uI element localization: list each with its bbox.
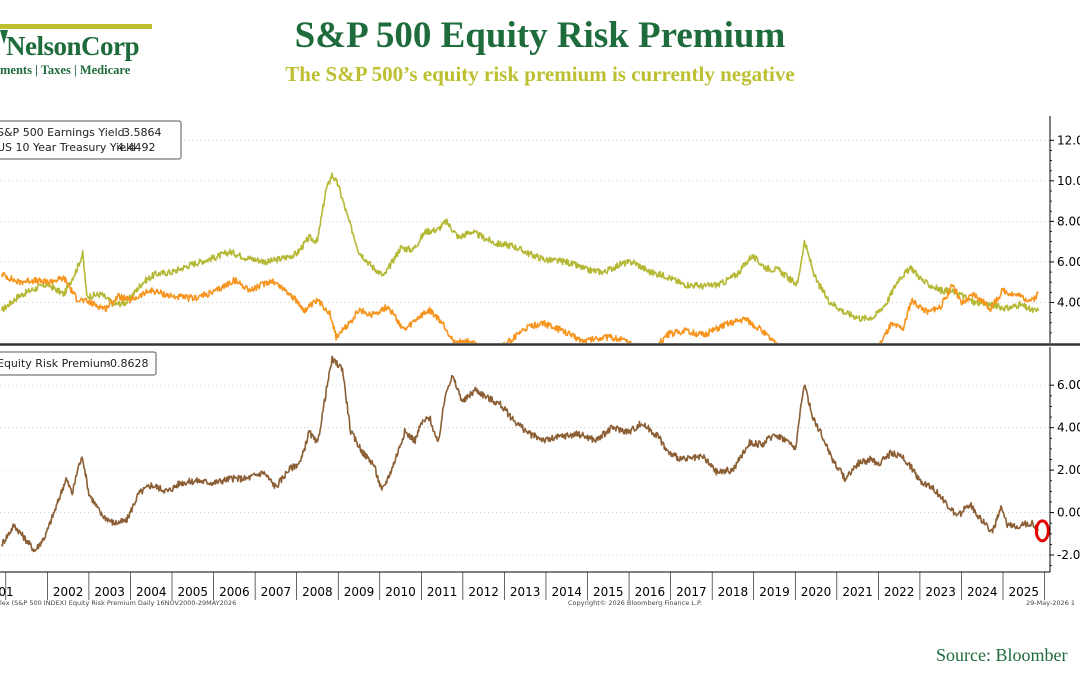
grid-layer <box>0 140 1050 556</box>
x-tick-label: 2024 <box>967 585 998 599</box>
x-tick-label: 2020 <box>801 585 832 599</box>
x-tick-label: 2015 <box>593 585 624 599</box>
logo-name: NelsonCorp <box>6 31 140 61</box>
x-tick-label: 2003 <box>94 585 125 599</box>
x-tick-label: 2010 <box>385 585 416 599</box>
latest-value-highlight <box>1034 519 1050 543</box>
logo-mark-icon <box>0 30 8 60</box>
x-tick-label: 2014 <box>551 585 582 599</box>
y-tick-label: 12.0 <box>1057 133 1080 147</box>
x-tick-label: 2021 <box>842 585 873 599</box>
x-tick-label: 2006 <box>219 585 250 599</box>
legend-label: S&P 500 Earnings Yield <box>0 126 125 139</box>
series-line-treasury-yield <box>0 272 1039 343</box>
x-tick-label: 2025 <box>1009 585 1040 599</box>
x-tick-label: 2008 <box>302 585 333 599</box>
series-layer <box>0 172 1050 553</box>
x-tick-label: 2022 <box>884 585 915 599</box>
series-line-risk-premium <box>0 355 1040 553</box>
legend-label: US 10 Year Treasury Yield <box>0 141 136 154</box>
x-tick-label: 01 <box>0 585 14 599</box>
x-tick-label: 2007 <box>261 585 292 599</box>
chart-subtitle: The S&P 500’s equity risk premium is cur… <box>285 62 795 86</box>
x-tick-label: 2002 <box>53 585 84 599</box>
y-tick-label: 4.00 <box>1057 295 1080 309</box>
x-tick-label: 2009 <box>344 585 375 599</box>
y-tick-label: 0.00 <box>1057 506 1080 520</box>
x-tick-label: 2004 <box>136 585 167 599</box>
x-tick-label: 2016 <box>635 585 666 599</box>
x-tick-label: 2018 <box>718 585 749 599</box>
x-tick-label: 2011 <box>427 585 458 599</box>
chart-title: S&P 500 Equity Risk Premium <box>294 15 786 56</box>
footer-date: 29-May-2026 1 <box>1026 599 1075 607</box>
legend-value: 3.5864 <box>123 126 162 139</box>
footer-left: lex (S&P 500 INDEX) Equity Risk Premium … <box>0 599 236 607</box>
y-tick-label: 4.00 <box>1057 421 1080 435</box>
legend-value: 4.4492 <box>117 141 156 154</box>
y-tick-label: 6.00 <box>1057 378 1080 392</box>
y-tick-label: 10.0 <box>1057 174 1080 188</box>
y-tick-label: 2.00 <box>1057 463 1080 477</box>
y-tick-label: -2.00 <box>1057 548 1080 562</box>
footer-copyright: Copyright© 2026 Bloomberg Finance L.P. <box>568 599 702 607</box>
x-tick-label: 2012 <box>468 585 499 599</box>
legend-label: Equity Risk Premium <box>0 357 111 370</box>
x-tick-label: 2019 <box>759 585 790 599</box>
y-tick-label: 8.00 <box>1057 214 1080 228</box>
logo-bar <box>0 24 152 29</box>
axis-layer: 12.0 10.0 8.00 6.00 4.00 6.00 4.00 2.00 0.00 -2.0… <box>0 116 1080 600</box>
x-tick-label: 2023 <box>925 585 956 599</box>
source-note: Source: Bloomber <box>936 645 1068 665</box>
legend-box <box>0 351 157 376</box>
footer-layer: lex (S&P 500 INDEX) Equity Risk Premium … <box>0 599 1075 607</box>
legend-value: -0.8628 <box>106 357 148 370</box>
x-tick-label: 2005 <box>178 585 209 599</box>
x-tick-label: 2013 <box>510 585 541 599</box>
series-line-earnings-yield <box>0 172 1040 322</box>
logo-tagline: ments | Taxes | Medicare <box>0 63 131 77</box>
x-tick-label: 2017 <box>676 585 707 599</box>
legend-box <box>0 120 182 160</box>
y-tick-label: 6.00 <box>1057 255 1080 269</box>
